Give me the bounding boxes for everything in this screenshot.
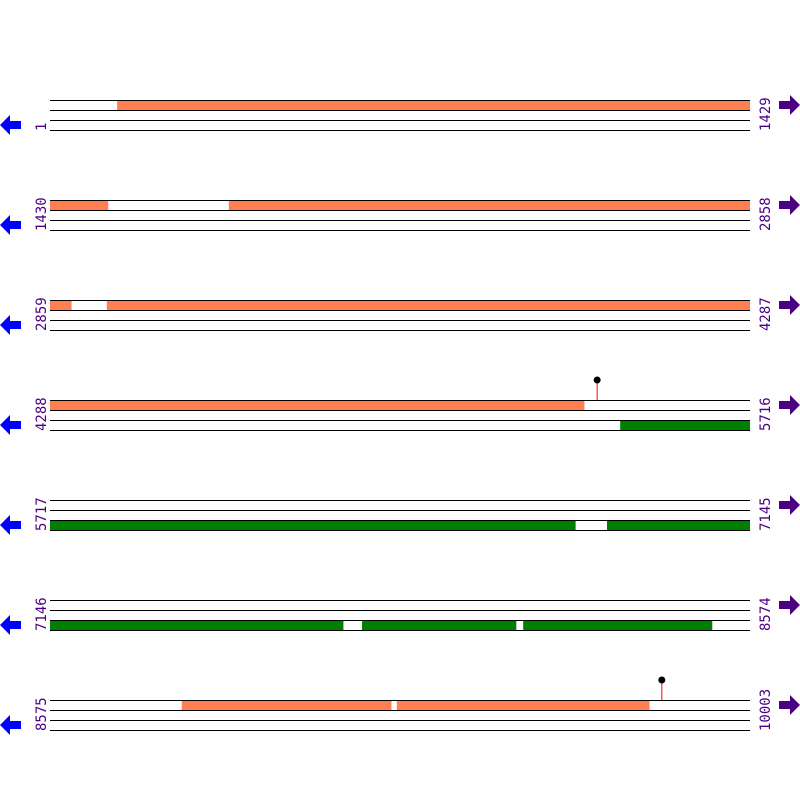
forward-feature: [50, 400, 585, 410]
forward-strand-arrow-icon: [779, 595, 800, 615]
reverse-feature: [606, 520, 750, 530]
forward-feature: [106, 300, 751, 310]
forward-strand-arrow-icon: [779, 495, 800, 515]
forward-feature: [50, 300, 72, 310]
reverse-strand-arrow-icon: [0, 315, 21, 335]
forward-feature: [396, 700, 650, 710]
row-end-label: 1429: [758, 97, 774, 131]
reverse-strand-arrow-icon: [0, 515, 21, 535]
forward-feature: [181, 700, 392, 710]
row-end-label: 5716: [758, 397, 774, 431]
row-end-label: 10003: [758, 689, 774, 731]
reverse-strand-arrow-icon: [0, 415, 21, 435]
marker-head: [658, 676, 666, 684]
reverse-strand-arrow-icon: [0, 715, 21, 735]
row-end-label: 7145: [758, 497, 774, 531]
row-start-label: 2859: [34, 297, 50, 331]
row-start-label: 7146: [34, 597, 50, 631]
forward-strand-arrow-icon: [779, 195, 800, 215]
forward-strand-arrow-icon: [779, 295, 800, 315]
row-start-label: 1430: [34, 197, 50, 231]
reverse-feature: [50, 620, 344, 630]
forward-feature: [117, 100, 750, 110]
reverse-feature: [362, 620, 517, 630]
forward-strand-arrow-icon: [779, 95, 800, 115]
forward-strand-arrow-icon: [779, 695, 800, 715]
forward-feature: [50, 200, 109, 210]
reverse-feature: [620, 420, 750, 430]
reverse-feature: [523, 620, 713, 630]
row-start-label: 8575: [34, 697, 50, 731]
forward-feature: [228, 200, 750, 210]
reverse-strand-arrow-icon: [0, 615, 21, 635]
row-start-label: 5717: [34, 497, 50, 531]
row-end-label: 2858: [758, 197, 774, 231]
reverse-strand-arrow-icon: [0, 215, 21, 235]
forward-strand-arrow-icon: [779, 395, 800, 415]
row-start-label: 4288: [34, 397, 50, 431]
row-start-label: 1: [34, 123, 50, 131]
reverse-strand-arrow-icon: [0, 115, 21, 135]
marker-head: [593, 376, 601, 384]
row-end-label: 8574: [758, 597, 774, 631]
row-end-label: 4287: [758, 297, 774, 331]
reverse-feature: [50, 520, 576, 530]
